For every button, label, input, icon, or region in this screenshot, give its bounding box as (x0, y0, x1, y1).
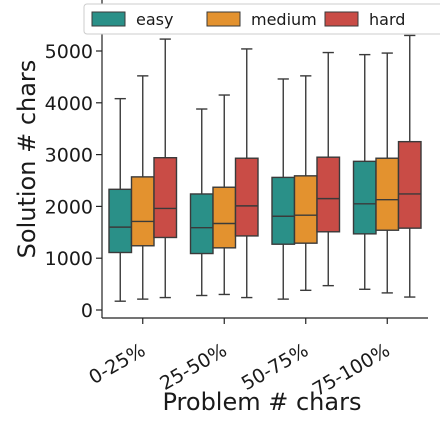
legend-swatch-medium (206, 11, 241, 27)
box-body (130, 176, 155, 247)
y-tick-label: 1000 (45, 248, 93, 270)
legend-label-hard: hard (369, 10, 405, 29)
box-medium (212, 94, 237, 296)
box-body (375, 157, 400, 231)
y-tick-label: 4000 (45, 93, 93, 115)
box-hard (153, 38, 178, 299)
y-tick-label: 5000 (45, 41, 93, 63)
box-body (316, 156, 341, 233)
y-tick-label: 2000 (45, 196, 93, 218)
legend-label-easy: easy (136, 10, 173, 29)
legend: easy medium hard (83, 3, 440, 35)
box-medium (130, 75, 155, 300)
box-body (234, 157, 259, 237)
x-tick-label: 0-25% (85, 339, 149, 389)
legend-swatch-easy (91, 11, 126, 27)
x-tick-label: 50-75% (238, 339, 312, 395)
box-medium (375, 52, 400, 294)
box-body (189, 193, 214, 255)
box-body (352, 160, 377, 235)
box-body (212, 186, 237, 249)
box-body (397, 140, 422, 229)
box-easy (108, 97, 133, 302)
box-medium (293, 75, 318, 292)
plot-area (108, 34, 422, 302)
box-hard (316, 51, 341, 287)
box-body (293, 175, 318, 244)
box-body (108, 188, 133, 254)
box-easy (352, 53, 377, 290)
legend-swatch-hard (324, 11, 359, 27)
box-easy (271, 78, 296, 300)
box-body (271, 176, 296, 245)
box-body (153, 157, 178, 239)
x-tick-label: 25-50% (156, 339, 230, 395)
box-easy (189, 108, 214, 297)
legend-label-medium: medium (251, 10, 317, 29)
box-hard (397, 34, 422, 298)
box-hard (234, 48, 259, 299)
y-tick-label: 3000 (45, 145, 93, 167)
y-axis-label: Solution # chars (13, 60, 41, 259)
y-tick-label: 0 (81, 300, 93, 322)
x-axis-label: Problem # chars (163, 388, 362, 416)
